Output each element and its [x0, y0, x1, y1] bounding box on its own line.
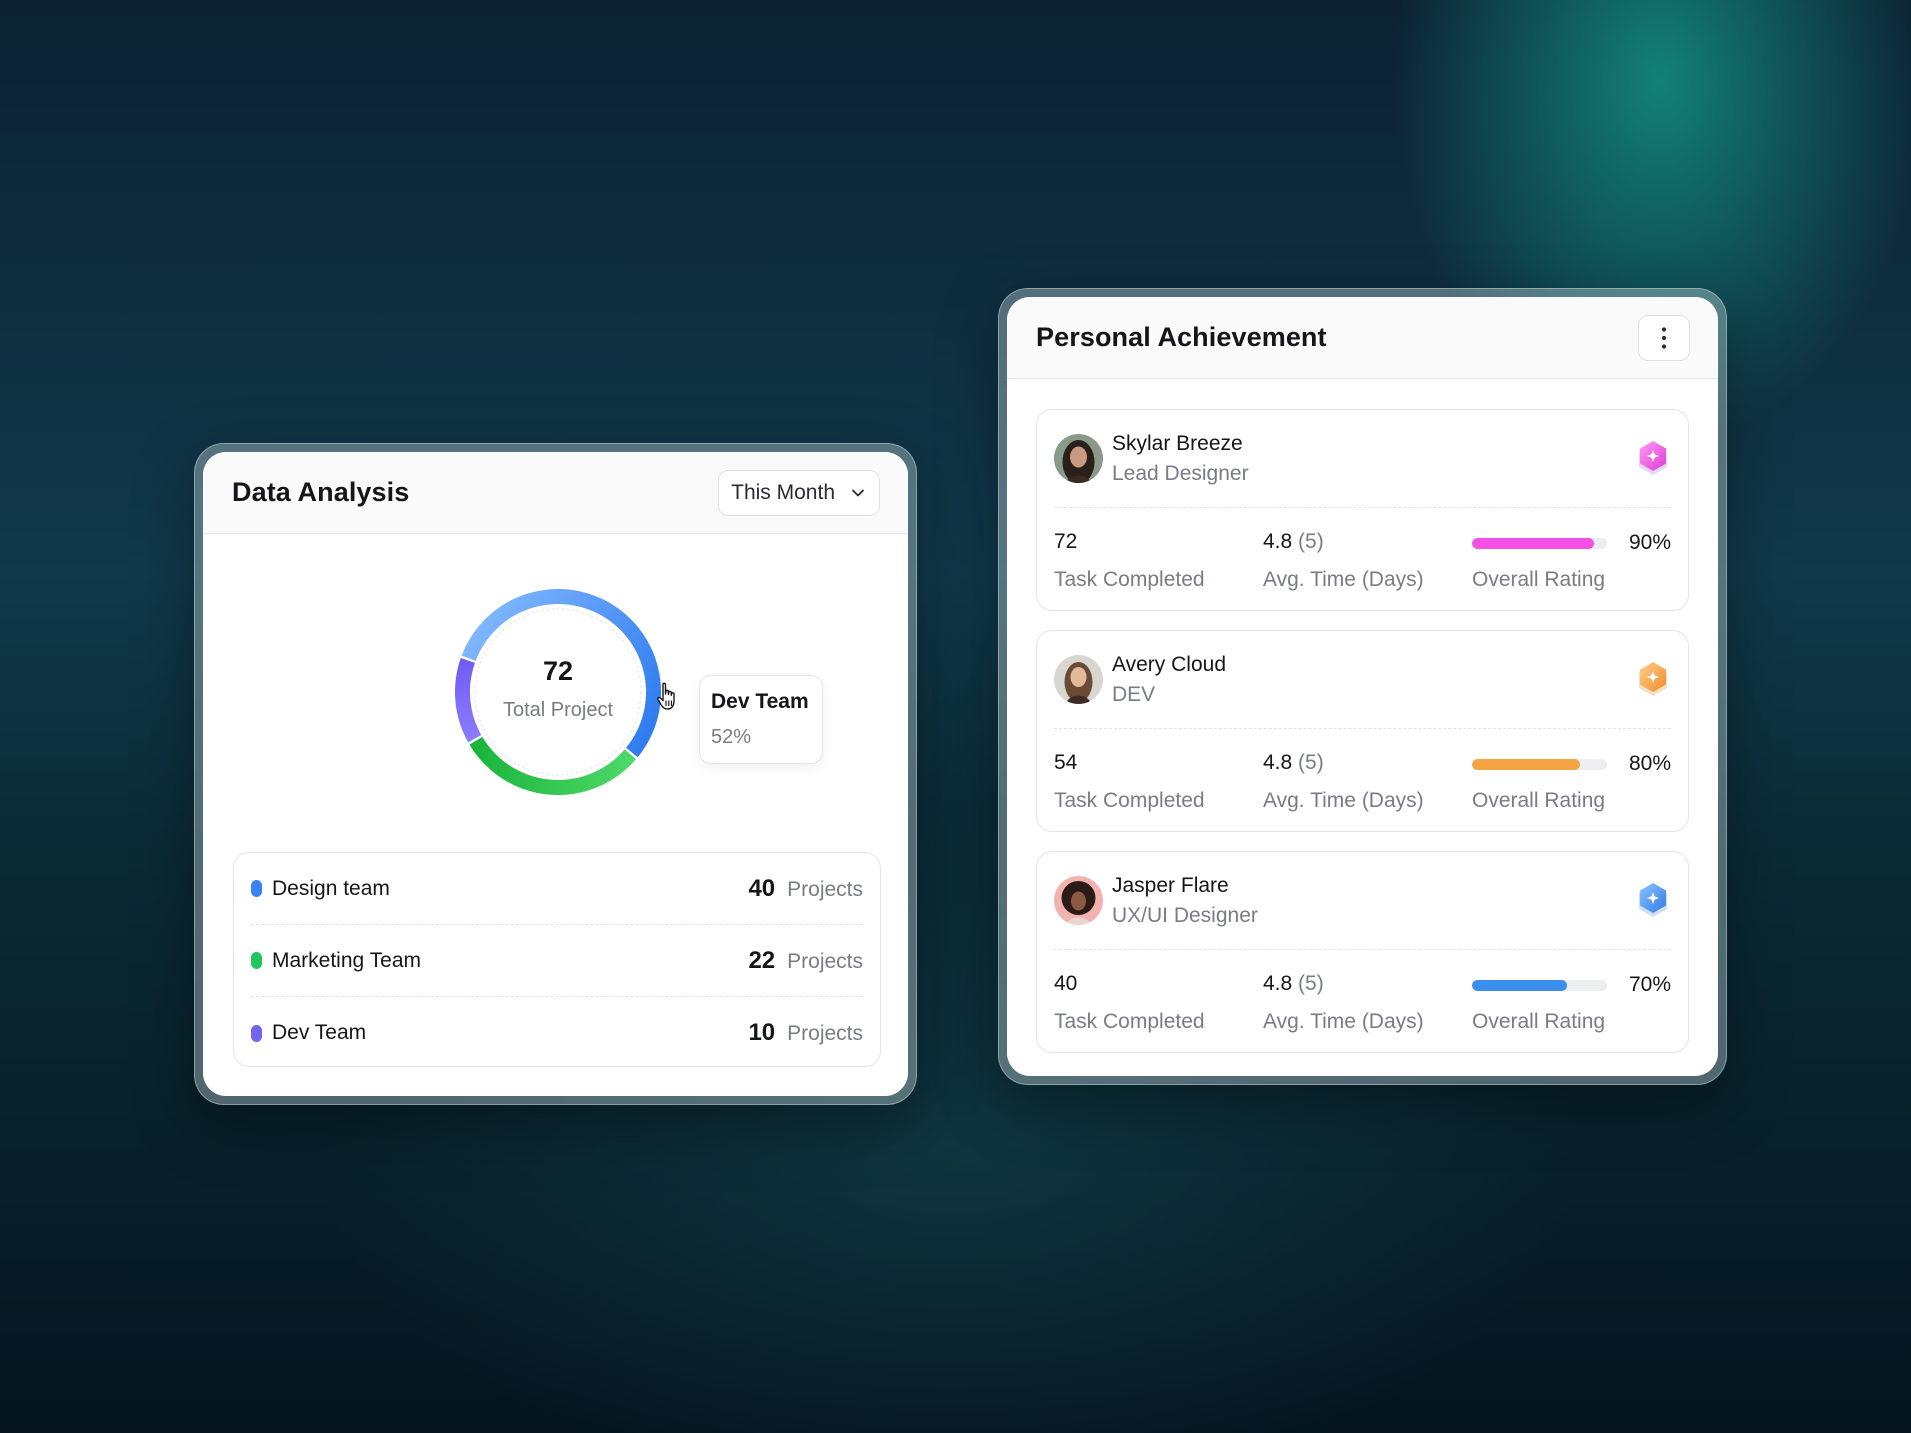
legend-row[interactable]: Design team 40 Projects — [251, 853, 863, 925]
person-name: Skylar Breeze — [1112, 431, 1243, 455]
data-analysis-title: Data Analysis — [232, 477, 410, 507]
legend-team-name: Marketing Team — [272, 948, 422, 972]
donut-total-value: 72 — [542, 656, 574, 686]
legend-project-count: 22 — [748, 946, 776, 974]
avg-time-label: Avg. Time (Days) — [1263, 1010, 1424, 1033]
avg-time-label: Avg. Time (Days) — [1263, 789, 1424, 812]
tooltip-series-name: Dev Team — [711, 690, 809, 713]
rating-percent: 90% — [1628, 531, 1671, 554]
period-dropdown[interactable]: This Month — [718, 469, 880, 516]
achievement-item[interactable]: Jasper Flare UX/UI Designer 40 Task — [1036, 851, 1689, 1053]
tasks-completed-label: Task Completed — [1054, 789, 1205, 812]
legend-color-dot — [251, 952, 262, 969]
donut-segment-marketing-team[interactable] — [469, 736, 637, 795]
more-options-button[interactable] — [1638, 314, 1690, 361]
chart-tooltip: Dev Team 52% — [699, 675, 823, 764]
orange-hexagon-badge-icon — [1639, 661, 1667, 696]
person-role: Lead Designer — [1112, 461, 1249, 485]
pink-hexagon-badge-icon — [1639, 440, 1667, 475]
rating-progress-bar — [1472, 537, 1607, 549]
tasks-completed-label: Task Completed — [1054, 1010, 1205, 1033]
rating-percent: 70% — [1628, 973, 1671, 996]
tasks-completed-value: 54 — [1054, 751, 1078, 774]
data-analysis-frame: Data Analysis This Month 72 Total Projec… — [194, 443, 917, 1105]
chevron-down-icon — [852, 489, 864, 496]
avg-time-value: 4.8 — [1263, 972, 1293, 995]
person-role: DEV — [1112, 682, 1156, 706]
tasks-completed-label: Task Completed — [1054, 568, 1205, 591]
team-legend: Design team 40 Projects Marketing Team 2… — [233, 852, 881, 1067]
legend-project-unit: Projects — [787, 949, 863, 973]
tasks-completed-value: 40 — [1054, 972, 1078, 995]
legend-project-unit: Projects — [787, 1022, 863, 1045]
data-analysis-card: Data Analysis This Month 72 Total Projec… — [203, 452, 908, 1096]
rating-progress-bar — [1472, 758, 1607, 770]
personal-achievement-frame: Personal Achievement — [998, 288, 1727, 1085]
legend-row[interactable]: Dev Team 10 Projects — [251, 997, 863, 1069]
rating-progress-fill — [1472, 758, 1580, 770]
avg-time-value: 4.8 — [1263, 530, 1293, 553]
legend-color-dot — [251, 880, 262, 897]
donut-segment-design-team[interactable] — [461, 589, 661, 758]
period-dropdown-label: This Month — [731, 480, 835, 504]
overall-rating-label: Overall Rating — [1472, 789, 1606, 812]
more-vertical-icon — [1661, 326, 1667, 349]
person-name: Avery Cloud — [1112, 652, 1227, 676]
person-name: Jasper Flare — [1112, 873, 1229, 897]
donut-chart-svg — [455, 589, 661, 795]
donut-inner-ring — [474, 608, 642, 776]
legend-project-unit: Projects — [787, 877, 863, 901]
avatar — [1054, 434, 1103, 483]
legend-project-count: 10 — [748, 1019, 776, 1046]
donut-center: 72 Total Project — [433, 567, 683, 817]
overall-rating-label: Overall Rating — [1472, 568, 1606, 591]
avg-time-count: (5) — [1298, 972, 1324, 995]
personal-achievement-card: Personal Achievement — [1007, 297, 1718, 1076]
avg-time-count: (5) — [1298, 751, 1324, 774]
legend-team-name: Design team — [272, 876, 390, 900]
person-role: UX/UI Designer — [1112, 903, 1258, 927]
legend-team-name: Dev Team — [272, 1021, 367, 1044]
data-analysis-header: Data Analysis This Month — [203, 452, 908, 534]
rating-percent: 80% — [1628, 752, 1671, 775]
overall-rating-label: Overall Rating — [1472, 1010, 1606, 1033]
donut-segment-dev-team[interactable] — [455, 657, 482, 743]
avg-time-value: 4.8 — [1263, 751, 1293, 774]
legend-row[interactable]: Marketing Team 22 Projects — [251, 925, 863, 997]
rating-progress-fill — [1472, 979, 1567, 991]
achievement-item[interactable]: Skylar Breeze Lead Designer 72 Task — [1036, 409, 1689, 611]
rating-progress-bar — [1472, 979, 1607, 991]
avg-time-label: Avg. Time (Days) — [1263, 568, 1424, 591]
tooltip-percent: 52% — [711, 726, 752, 748]
avatar — [1054, 876, 1103, 925]
avg-time-count: (5) — [1298, 530, 1324, 553]
personal-achievement-title: Personal Achievement — [1036, 322, 1327, 352]
personal-achievement-header: Personal Achievement — [1007, 297, 1718, 379]
rating-progress-fill — [1472, 537, 1594, 549]
legend-color-dot — [251, 1024, 262, 1042]
avatar — [1054, 655, 1103, 704]
achievement-item[interactable]: Avery Cloud DEV 54 Task Completed — [1036, 630, 1689, 832]
donut-total-label: Total Project — [502, 699, 614, 721]
legend-project-count: 40 — [748, 874, 776, 902]
hand-pointer-cursor-icon — [657, 682, 675, 710]
donut-chart: 72 Total Project — [433, 567, 683, 817]
tasks-completed-value: 72 — [1054, 530, 1078, 553]
achievement-list: Skylar Breeze Lead Designer 72 Task — [1007, 379, 1718, 1053]
blue-hexagon-badge-icon — [1639, 882, 1667, 917]
